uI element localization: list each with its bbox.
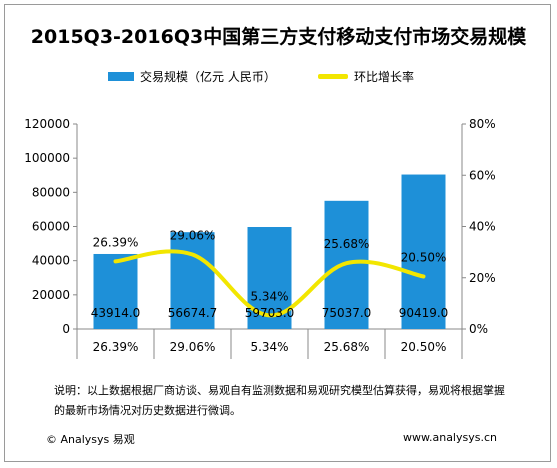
x-category-label: 25.68% bbox=[324, 340, 370, 354]
chart-plot: 0 20000 40000 60000 80000 100000 120000 0% 20% 40… bbox=[24, 117, 496, 359]
x-category-label: 5.34% bbox=[250, 340, 288, 354]
x-category-label: 20.50% bbox=[401, 340, 447, 354]
y-right-tick-label: 20% bbox=[469, 271, 496, 285]
chart-title: 2015Q3-2016Q3中国第三方支付移动支付市场交易规模 bbox=[30, 26, 527, 48]
bar-value-label: 56674.7 bbox=[168, 306, 218, 320]
legend-swatch-line bbox=[318, 74, 348, 79]
legend-label-growth: 环比增长率 bbox=[354, 70, 415, 84]
y-left-tick-label: 0 bbox=[62, 322, 70, 336]
y-right-tick-label: 0% bbox=[469, 322, 488, 336]
website-text: www.analysys.cn bbox=[403, 431, 497, 444]
bar bbox=[401, 174, 446, 329]
x-category-label: 29.06% bbox=[170, 340, 216, 354]
y-left-tick-label: 40000 bbox=[32, 254, 70, 268]
line-point-label: 29.06% bbox=[170, 229, 216, 243]
y-left-tick-label: 120000 bbox=[24, 117, 70, 131]
legend-swatch-bar bbox=[108, 72, 134, 81]
y-left-tick-label: 80000 bbox=[32, 185, 70, 199]
bar bbox=[93, 253, 138, 329]
line-point-label: 5.34% bbox=[250, 289, 288, 303]
legend: 交易规模（亿元 人民币） 环比增长率 bbox=[0, 68, 557, 86]
bar-value-label: 43914.0 bbox=[91, 306, 141, 320]
bar bbox=[170, 232, 215, 329]
copyright-text: © Analysys 易观 bbox=[46, 433, 135, 446]
line-point-label: 20.50% bbox=[401, 250, 447, 264]
y-left-tick-label: 100000 bbox=[24, 151, 70, 165]
growth-line bbox=[113, 249, 426, 318]
bar-value-label: 90419.0 bbox=[399, 306, 449, 320]
bar-value-label: 75037.0 bbox=[322, 306, 372, 320]
chart-note: 说明：以上数据根据厂商访谈、易观自有监测数据和易观研究模型估算获得，易观将根据掌… bbox=[54, 384, 505, 417]
bar-value-label: 59703.0 bbox=[245, 306, 295, 320]
y-right-tick-label: 60% bbox=[469, 168, 496, 182]
y-left-tick-label: 20000 bbox=[32, 288, 70, 302]
line-point-label: 26.39% bbox=[93, 235, 139, 249]
y-left-tick-label: 60000 bbox=[32, 220, 70, 234]
legend-item-growth: 环比增长率 bbox=[318, 68, 414, 85]
legend-label-volume: 交易规模（亿元 人民币） bbox=[140, 70, 276, 84]
y-right-tick-label: 80% bbox=[469, 117, 496, 131]
line-point-label: 25.68% bbox=[324, 237, 370, 251]
y-right-tick-label: 40% bbox=[469, 220, 496, 234]
legend-item-volume: 交易规模（亿元 人民币） bbox=[108, 68, 276, 85]
x-category-label: 26.39% bbox=[93, 340, 139, 354]
